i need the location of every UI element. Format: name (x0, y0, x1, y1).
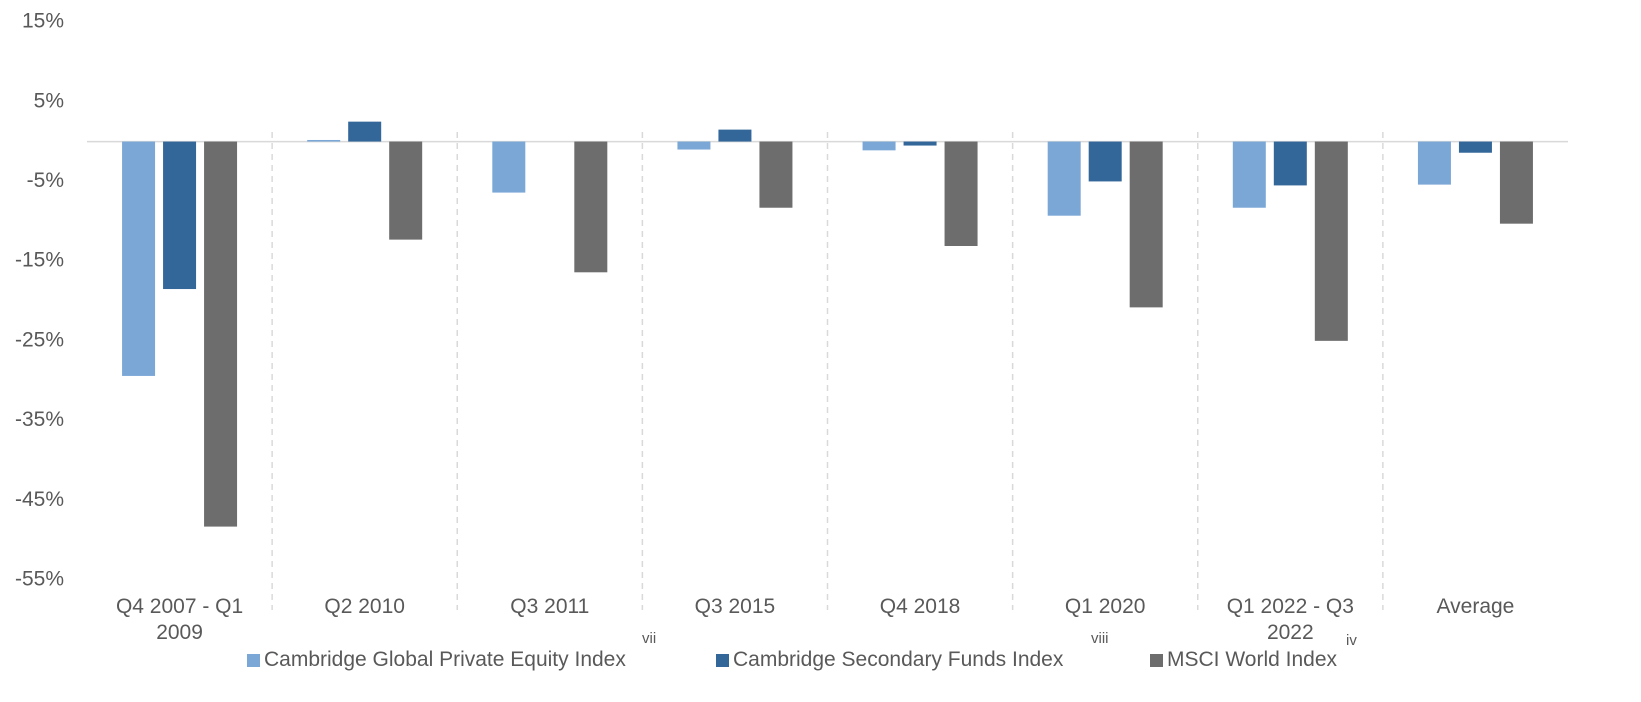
x-tick-label: Q2 2010 (324, 595, 405, 618)
bar (759, 141, 793, 208)
bar (1129, 141, 1163, 308)
y-tick-label: 5% (34, 89, 64, 112)
legend-swatch (247, 653, 260, 667)
bar (348, 121, 382, 142)
y-tick-label: -55% (15, 568, 64, 591)
legend-label: MSCI World Index (1167, 648, 1337, 671)
bar (1273, 141, 1307, 186)
legend-item: Cambridge Secondary Funds Index (716, 648, 1063, 672)
bar (122, 141, 156, 376)
x-tick-label: Q1 2020 (1064, 595, 1146, 618)
bar (307, 139, 341, 142)
x-tick-label: Average (1436, 595, 1515, 618)
footnote-mark: iv (1346, 632, 1357, 649)
footnote-mark: vii (642, 630, 657, 647)
bar (944, 141, 978, 246)
x-tick-label: Q4 2018 (879, 595, 961, 618)
bar (1314, 141, 1348, 341)
bar (862, 141, 896, 151)
bar (1499, 141, 1533, 224)
legend-label: Cambridge Secondary Funds Index (733, 648, 1064, 671)
x-tick-label: Q1 2022 - Q3 2022 (1226, 595, 1354, 644)
bar (1047, 141, 1081, 216)
y-tick-label: -45% (15, 488, 64, 511)
x-tick-label: Q3 2011 (510, 595, 590, 618)
x-tick-label: Q4 2007 - Q1 2009 (115, 595, 244, 644)
legend-item: MSCI World Index (1150, 648, 1337, 672)
bar (718, 129, 752, 142)
bar (574, 141, 608, 273)
bar (492, 141, 526, 193)
y-tick-label: 15% (22, 10, 64, 33)
legend-swatch (716, 653, 729, 667)
y-tick-label: -15% (15, 249, 64, 272)
bar (1232, 141, 1266, 208)
y-tick-label: -5% (27, 169, 64, 192)
bar (204, 141, 238, 527)
bar (163, 141, 197, 290)
legend-item: Cambridge Global Private Equity Index (247, 648, 626, 672)
bar (1458, 141, 1492, 153)
legend-label: Cambridge Global Private Equity Index (264, 648, 626, 671)
bar (1417, 141, 1451, 185)
bar (677, 141, 711, 150)
y-tick-label: -35% (15, 408, 64, 431)
footnote-mark: viii (1091, 630, 1109, 647)
x-tick-label: Q3 2015 (694, 595, 776, 618)
bar (389, 141, 423, 240)
y-tick-label: -25% (15, 328, 64, 351)
legend-swatch (1150, 653, 1163, 667)
bar (903, 141, 937, 146)
bar (1088, 141, 1122, 182)
